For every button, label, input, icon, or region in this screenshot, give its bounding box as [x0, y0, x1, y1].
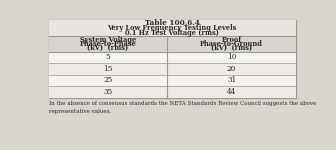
Text: Proof: Proof [221, 36, 242, 43]
Bar [48, 20, 296, 36]
Text: (kV)  (rms): (kV) (rms) [211, 44, 252, 52]
Bar [48, 36, 296, 52]
Text: 0.1 Hz Test Voltage (rms): 0.1 Hz Test Voltage (rms) [125, 28, 219, 36]
Bar [48, 20, 296, 98]
Text: Phase-to-Phase: Phase-to-Phase [79, 40, 136, 48]
Bar [48, 52, 296, 63]
Text: Very Low Frequency Testing Levels: Very Low Frequency Testing Levels [108, 24, 237, 32]
Text: System Voltage: System Voltage [80, 36, 136, 43]
Text: 44: 44 [227, 88, 236, 96]
Text: Table 100.6.4: Table 100.6.4 [145, 19, 200, 27]
Text: (kV)  (rms): (kV) (rms) [87, 44, 128, 52]
Bar [48, 86, 296, 98]
Text: 31: 31 [227, 76, 236, 84]
Bar [48, 63, 296, 75]
Text: 15: 15 [103, 65, 113, 73]
Text: 10: 10 [227, 53, 236, 62]
Text: Phase-to-Ground: Phase-to-Ground [200, 40, 263, 48]
Text: 35: 35 [103, 88, 113, 96]
Text: In the absence of consensus standards the NETA Standards Review Council suggests: In the absence of consensus standards th… [48, 101, 316, 114]
Text: 20: 20 [227, 65, 236, 73]
Bar [48, 75, 296, 86]
Text: 5: 5 [106, 53, 110, 62]
Text: 25: 25 [103, 76, 113, 84]
